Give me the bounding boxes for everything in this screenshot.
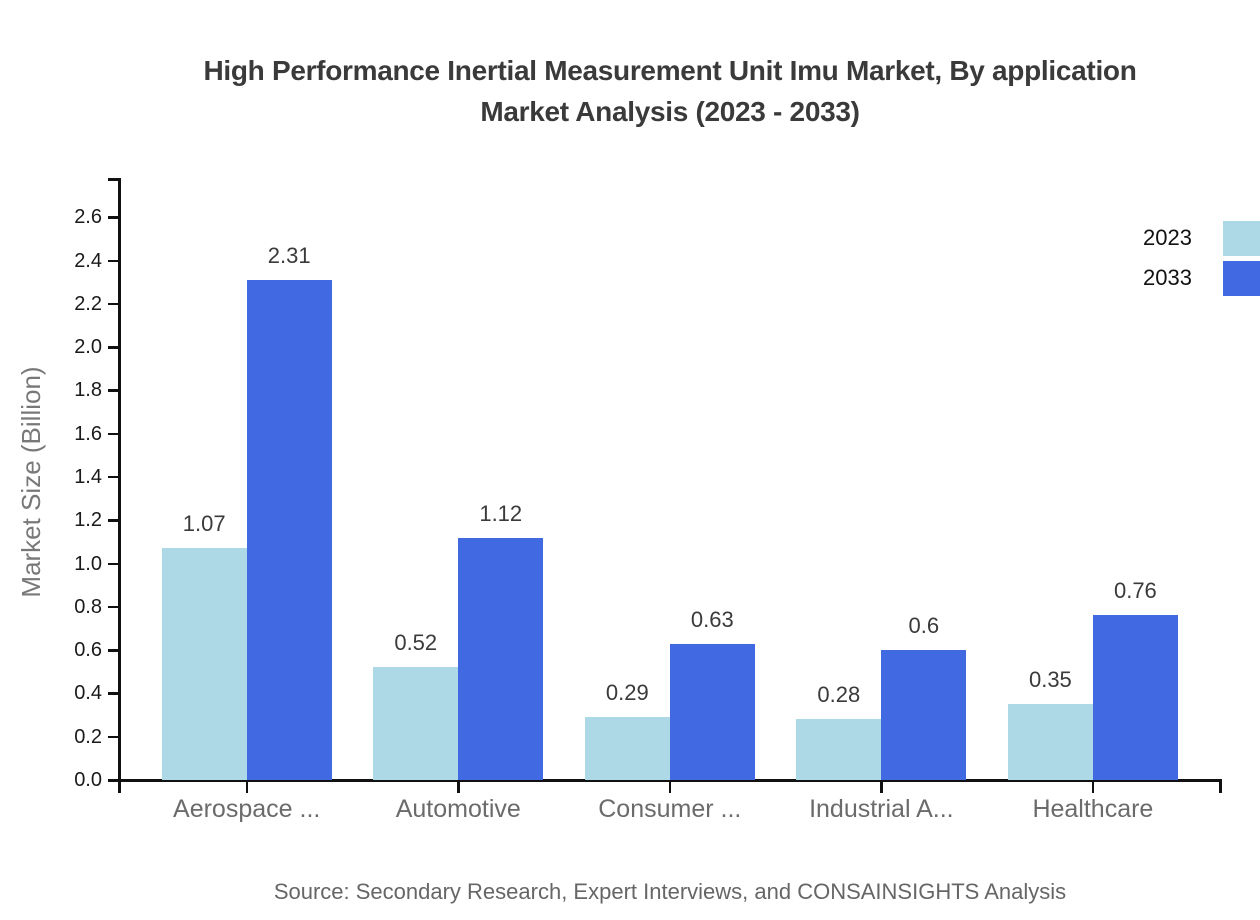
x-tick xyxy=(457,780,460,793)
x-axis-right-end-tick xyxy=(1219,779,1222,793)
y-tick xyxy=(108,216,120,219)
y-tick xyxy=(108,302,120,306)
y-axis-line xyxy=(118,178,121,782)
bar-2033-2 xyxy=(458,537,544,780)
bar-value-label: 0.63 xyxy=(690,606,734,632)
x-tick xyxy=(245,780,249,793)
bar-value-label: 0.6 xyxy=(908,613,940,639)
legend-item-2023: 2023 xyxy=(1143,220,1260,256)
y-tick-label: 1.4 xyxy=(74,465,102,488)
bar-2033-1 xyxy=(246,280,332,780)
y-tick xyxy=(108,389,120,392)
x-category-label: Industrial A... xyxy=(809,795,954,823)
y-tick-label: 2.6 xyxy=(74,206,102,229)
bar-2033-5 xyxy=(1092,615,1178,780)
x-category-label: Consumer ... xyxy=(598,795,742,823)
legend-swatch-2033 xyxy=(1223,260,1260,296)
legend-swatch-2023 xyxy=(1223,220,1260,256)
bar-value-label: 0.76 xyxy=(1113,578,1157,604)
bar-value-label: 0.29 xyxy=(605,680,649,706)
legend-label-2033: 2033 xyxy=(1143,265,1192,290)
bar-2023-1 xyxy=(161,548,247,780)
y-tick xyxy=(108,692,120,695)
bar-2033-4 xyxy=(881,650,967,780)
y-tick-label: 2.4 xyxy=(74,249,102,272)
y-tick xyxy=(108,605,120,609)
y-tick-label: 0.2 xyxy=(74,725,102,748)
y-tick xyxy=(108,735,120,739)
y-tick xyxy=(108,779,120,782)
x-category-label: Aerospace ... xyxy=(173,795,321,823)
bar-value-label: 1.07 xyxy=(182,511,226,537)
y-tick xyxy=(108,432,120,436)
bar-value-label: 1.12 xyxy=(479,500,523,526)
x-axis-left-end-tick xyxy=(118,779,121,793)
y-tick xyxy=(108,475,120,479)
chart-title-line1: High Performance Inertial Measurement Un… xyxy=(203,55,1137,86)
y-axis-end-cap xyxy=(108,178,121,181)
x-category-label: Healthcare xyxy=(1032,795,1154,823)
y-tick-label: 2.2 xyxy=(74,292,102,315)
x-tick xyxy=(1091,780,1095,793)
bar-2023-5 xyxy=(1007,704,1093,780)
x-tick xyxy=(880,780,883,793)
y-tick-label: 1.8 xyxy=(74,379,102,402)
y-tick-label: 1.0 xyxy=(74,552,102,575)
y-tick xyxy=(108,259,120,263)
y-tick-label: 1.6 xyxy=(74,422,102,445)
bar-2023-3 xyxy=(584,717,670,780)
x-tick xyxy=(668,780,672,793)
y-tick-label: 1.2 xyxy=(74,509,102,532)
bar-2023-2 xyxy=(373,667,459,780)
y-tick xyxy=(108,649,120,652)
y-tick xyxy=(108,562,120,566)
y-tick-label: 0.6 xyxy=(74,639,102,662)
chart-title-line2: Market Analysis (2023 - 2033) xyxy=(480,96,860,127)
bar-value-label: 0.28 xyxy=(817,682,861,708)
y-tick-label: 2.0 xyxy=(74,336,102,359)
y-tick-label: 0.0 xyxy=(74,769,102,791)
legend-label-2023: 2023 xyxy=(1143,225,1192,250)
y-tick-label: 0.4 xyxy=(74,682,102,705)
bar-value-label: 0.52 xyxy=(394,630,438,656)
y-tick xyxy=(108,346,120,349)
source-note: Source: Secondary Research, Expert Inter… xyxy=(273,879,1067,904)
chart-title: High Performance Inertial Measurement Un… xyxy=(80,50,1260,132)
bar-value-label: 0.35 xyxy=(1028,667,1072,693)
bar-2023-4 xyxy=(796,719,882,780)
y-tick-label: 0.8 xyxy=(74,595,102,618)
bar-2033-3 xyxy=(669,643,755,780)
y-tick xyxy=(108,519,120,522)
legend-item-2033: 2033 xyxy=(1143,260,1260,296)
bar-value-label: 2.31 xyxy=(267,243,311,268)
x-category-label: Automotive xyxy=(395,795,521,823)
